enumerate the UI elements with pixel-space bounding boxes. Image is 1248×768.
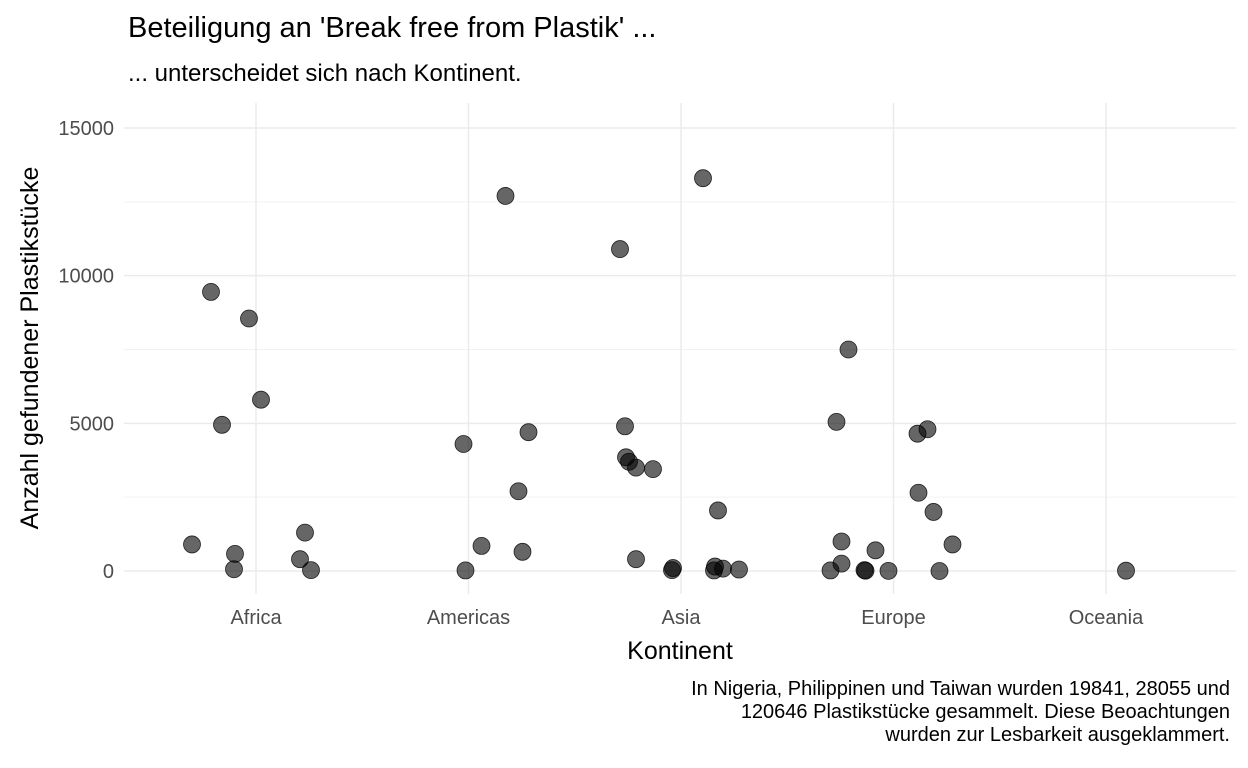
data-point [866, 541, 885, 560]
x-axis-title: Kontinent [627, 637, 733, 665]
caption-line: In Nigeria, Philippinen und Taiwan wurde… [691, 678, 1230, 700]
data-point [705, 561, 723, 580]
chart-caption: In Nigeria, Philippinen und Taiwan wurde… [691, 678, 1230, 747]
data-point [291, 550, 309, 569]
y-tick-label: 10000 [58, 266, 114, 288]
data-point [472, 536, 491, 555]
data-point [663, 561, 681, 580]
chart-title: Beteiligung an 'Break free from Plastik'… [128, 12, 657, 44]
minor-gridlines [124, 201, 1236, 498]
y-axis-tick-labels: 0 5000 10000 15000 [58, 118, 114, 583]
data-point [240, 309, 258, 328]
data-point [730, 560, 748, 579]
data-point [821, 561, 840, 580]
data-point [454, 435, 473, 453]
y-tick-label: 15000 [58, 118, 114, 140]
x-tick-label: Oceania [1069, 607, 1144, 629]
data-point [513, 542, 532, 561]
data-point [213, 415, 231, 434]
data-point [616, 417, 634, 436]
caption-line: 120646 Plastikstücke gesammelt. Diese Be… [740, 701, 1230, 723]
data-point [302, 561, 320, 580]
data-point [909, 483, 928, 502]
data-points [183, 169, 1135, 580]
x-tick-label: Europe [861, 607, 926, 629]
data-point [225, 560, 243, 579]
data-point [856, 561, 875, 580]
data-point [839, 340, 858, 359]
y-tick-label: 5000 [70, 413, 115, 435]
data-point [908, 424, 927, 443]
x-tick-label: Asia [662, 607, 702, 629]
data-point [832, 532, 851, 551]
data-point [930, 562, 949, 580]
data-point [296, 523, 314, 542]
y-tick-label: 0 [103, 561, 114, 583]
data-point [519, 423, 538, 442]
data-point [611, 240, 629, 258]
data-point [943, 535, 962, 554]
data-point [202, 283, 220, 301]
major-gridlines [124, 103, 1236, 594]
chart-subtitle: ... unterscheidet sich nach Kontinent. [128, 60, 522, 87]
data-point [183, 535, 201, 554]
data-point [627, 550, 645, 569]
caption-line: wurden zur Lesbarkeit ausgeklammert. [885, 724, 1230, 746]
data-point [709, 501, 727, 520]
data-point [509, 482, 528, 501]
x-tick-label: Americas [427, 607, 510, 629]
data-point [1117, 561, 1135, 580]
data-point [456, 561, 475, 580]
data-point [496, 187, 515, 205]
y-axis-title: Anzahl gefundener Plastikstücke [16, 167, 44, 530]
data-point [694, 169, 712, 188]
data-point [252, 390, 270, 409]
data-point [879, 561, 898, 580]
data-point [644, 460, 662, 479]
data-point [226, 544, 244, 563]
x-axis-tick-labels: Africa Americas Asia Europe Oceania [230, 607, 1144, 629]
data-point [924, 503, 943, 521]
x-tick-label: Africa [230, 607, 282, 629]
data-point [627, 458, 645, 477]
data-point [827, 412, 846, 431]
